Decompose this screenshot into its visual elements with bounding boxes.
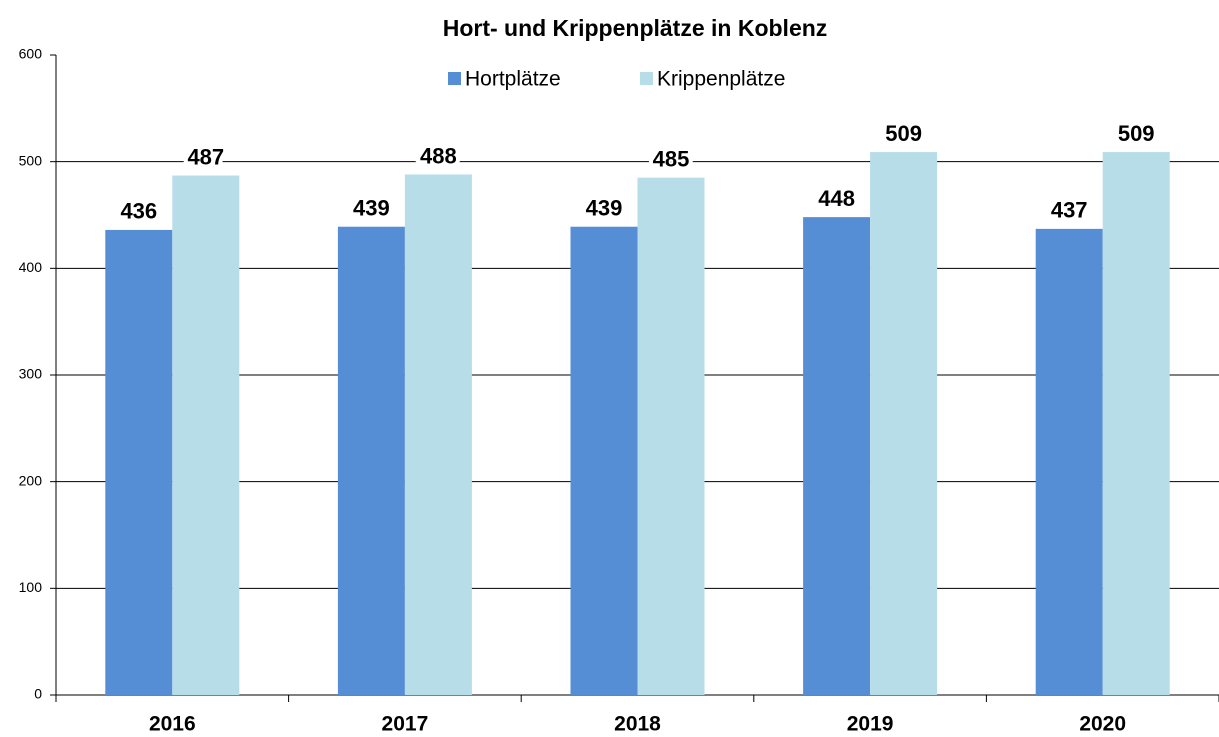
value-label: 437 — [1051, 198, 1088, 223]
bar — [870, 152, 938, 696]
bar — [404, 174, 472, 695]
y-tick-label: 0 — [34, 686, 42, 702]
x-tick-label: 2019 — [847, 713, 894, 736]
bar — [172, 175, 240, 696]
bar — [1102, 152, 1170, 696]
x-tick-label: 2018 — [614, 713, 661, 736]
legend-swatch — [448, 72, 461, 85]
bar — [570, 226, 638, 695]
legend-swatch — [640, 72, 653, 85]
x-tick-label: 2020 — [1079, 713, 1126, 736]
value-label: 439 — [353, 196, 390, 221]
bar — [637, 177, 705, 695]
bar — [105, 229, 173, 695]
bar — [803, 217, 871, 695]
y-tick-label: 500 — [19, 152, 43, 168]
x-tick-label: 2017 — [382, 713, 429, 736]
y-tick-label: 300 — [19, 366, 43, 382]
value-label: 487 — [187, 144, 224, 169]
value-label: 509 — [885, 121, 922, 146]
bar — [337, 226, 405, 695]
value-label: 488 — [420, 143, 457, 168]
y-tick-label: 400 — [19, 259, 43, 275]
y-tick-label: 200 — [19, 472, 43, 488]
value-label: 439 — [586, 196, 623, 221]
x-tick-label: 2016 — [149, 713, 196, 736]
value-label: 448 — [818, 186, 855, 211]
y-tick-label: 600 — [19, 46, 43, 62]
value-label: 436 — [120, 199, 157, 224]
chart-title: Hort- und Krippenplätze in Koblenz — [443, 15, 828, 41]
bar — [1035, 228, 1103, 695]
value-label: 485 — [653, 146, 690, 171]
value-label: 509 — [1118, 121, 1155, 146]
y-tick-label: 100 — [19, 579, 43, 595]
legend-label: Hortplätze — [465, 68, 561, 91]
legend-label: Krippenplätze — [657, 68, 785, 91]
